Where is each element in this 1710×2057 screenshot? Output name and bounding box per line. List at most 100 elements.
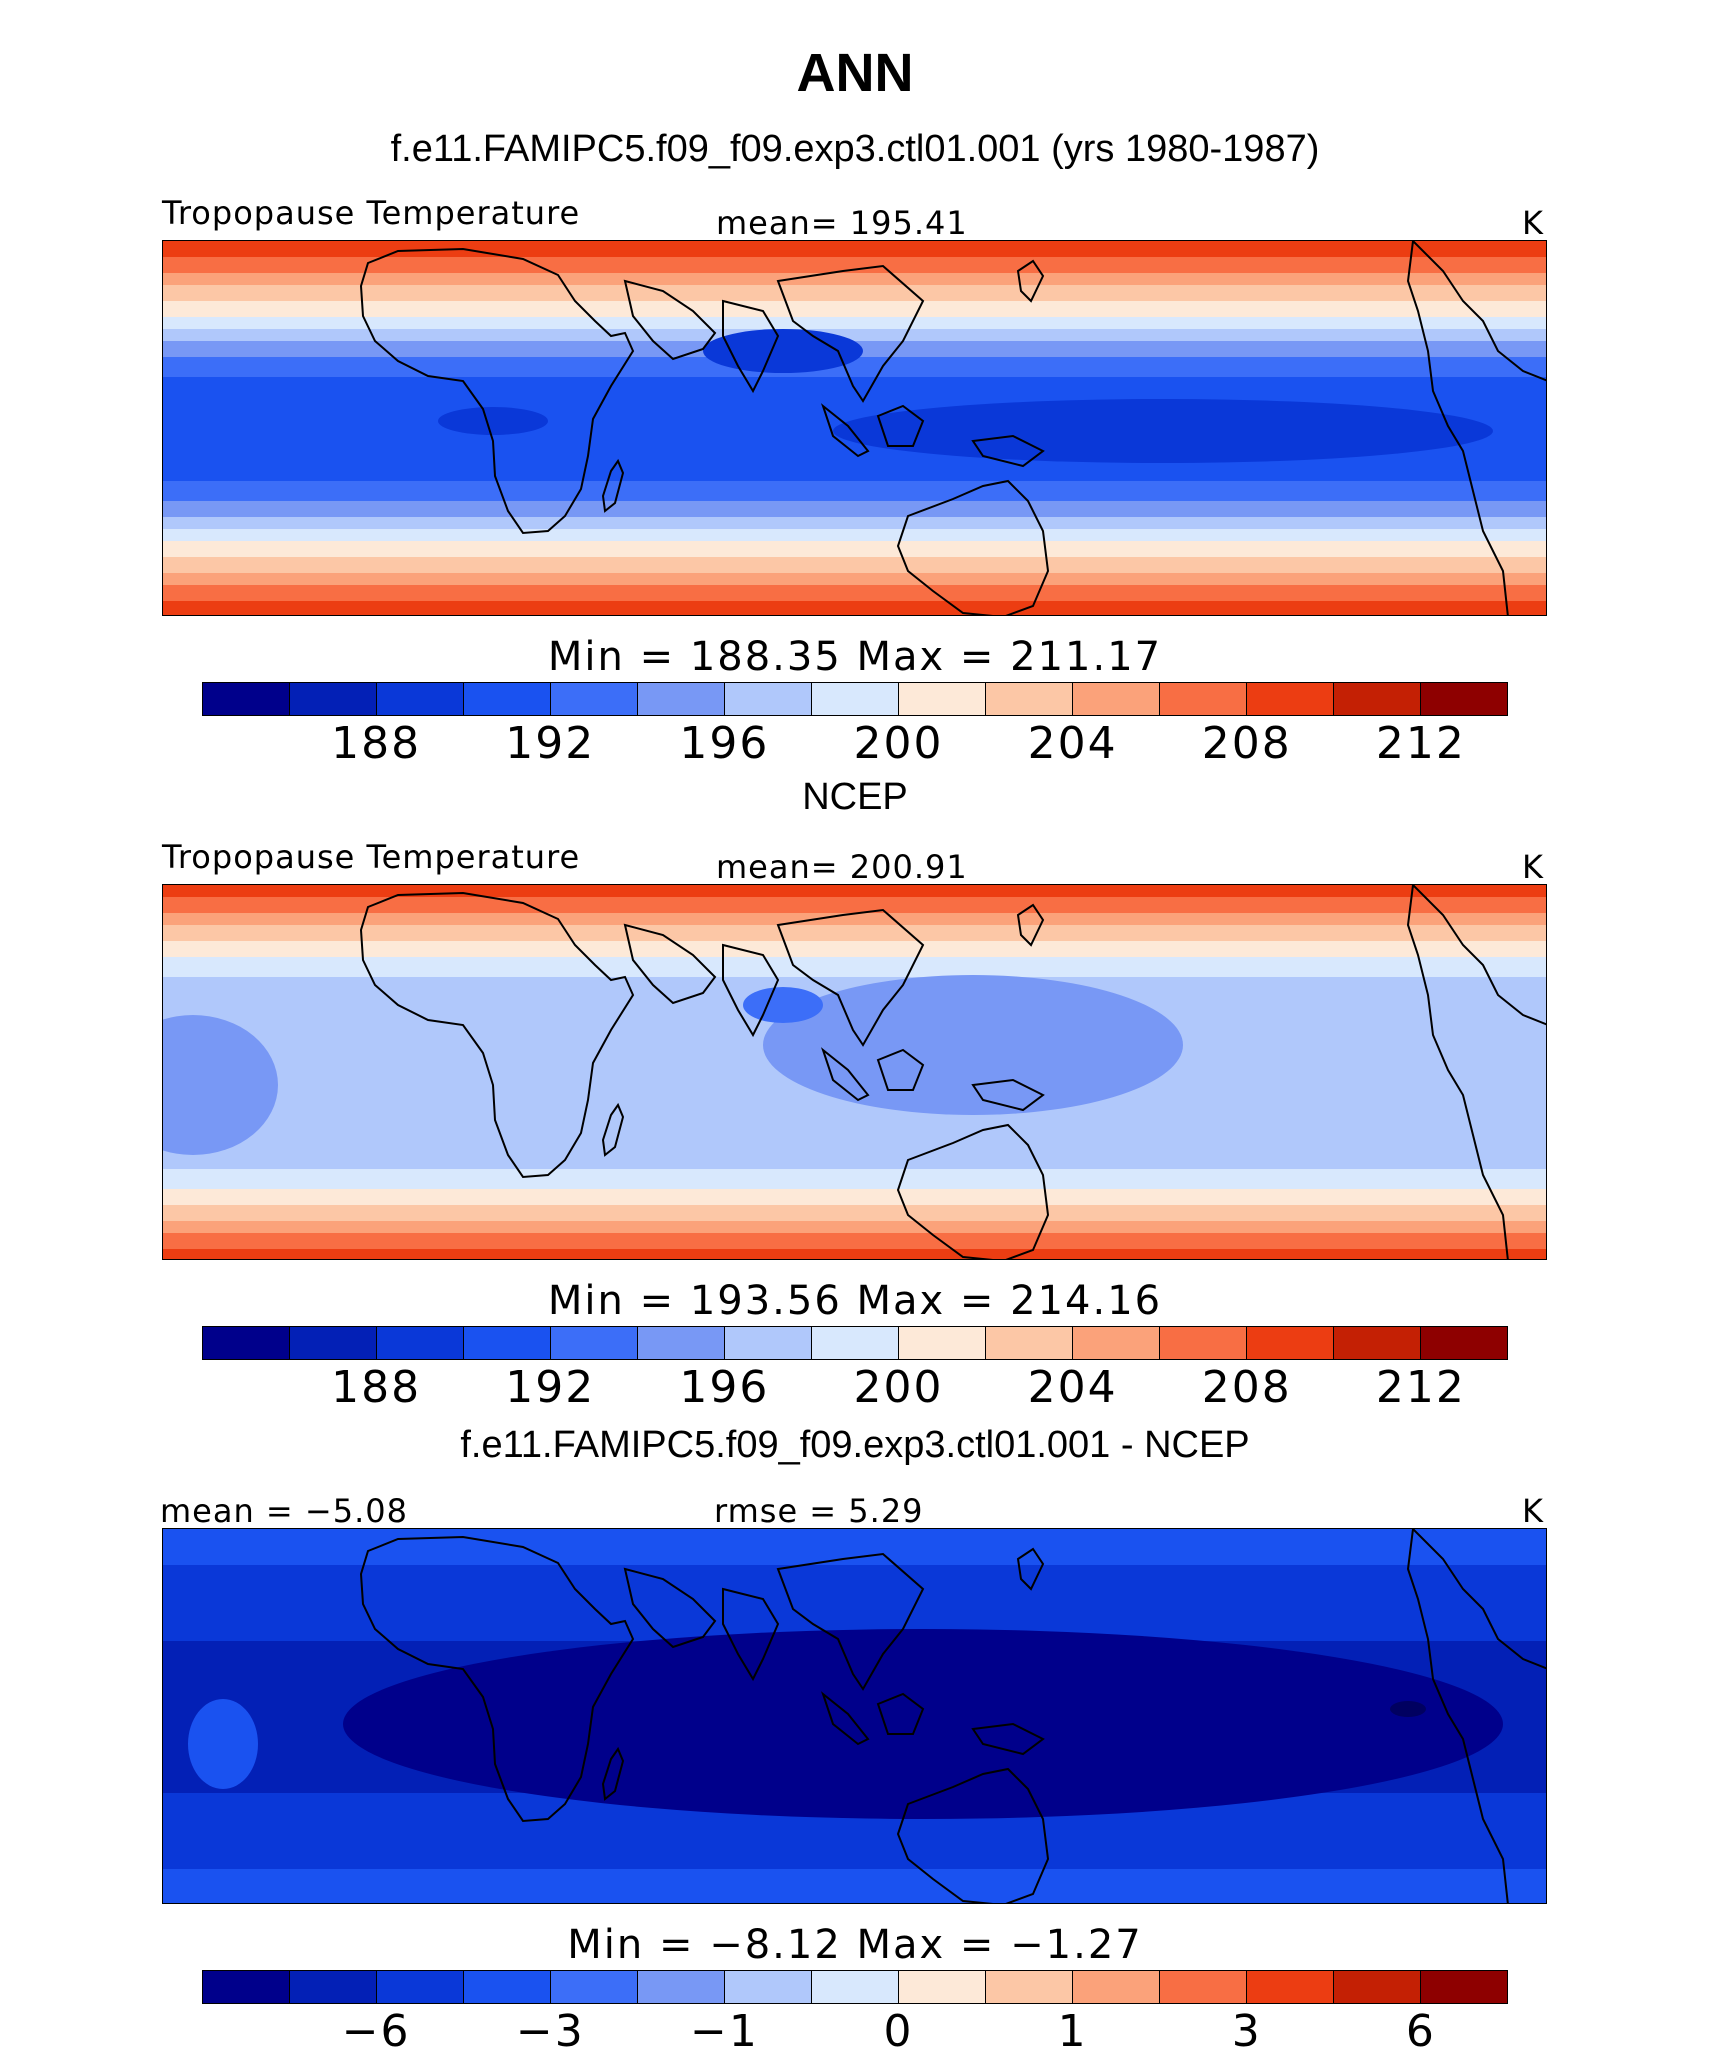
coastline [623, 923, 717, 1005]
contour-band [163, 921, 1546, 926]
contour-band [163, 1153, 1546, 1158]
contour-band [163, 381, 1546, 386]
contour-band [163, 1221, 1546, 1226]
contour-band [163, 913, 1546, 918]
panel1-mean-label: mean= 195.41 [716, 204, 968, 242]
colorbar-swatch [812, 1327, 899, 1359]
coastline [1406, 241, 1546, 615]
contour-band [163, 957, 1546, 962]
contour-band [163, 1237, 1546, 1242]
colorbar-swatch [986, 1327, 1073, 1359]
map-canvas [163, 885, 1546, 1259]
panel2-section-title: NCEP [802, 776, 908, 818]
colorbar-swatch [290, 1971, 377, 2003]
colorbar-swatch [1334, 683, 1421, 715]
contour-band [163, 481, 1546, 486]
coastline [359, 1535, 635, 1823]
contour-band [163, 1101, 1546, 1106]
panel2-units-label: K [1522, 848, 1544, 886]
coastline [722, 1587, 780, 1682]
contour-band [163, 545, 1546, 550]
panel3-colorbar [202, 1970, 1508, 2004]
panel3-min-max: Min = −8.12 Max = −1.27 [567, 1922, 1143, 1968]
colorbar-swatch [986, 683, 1073, 715]
colorbar-tick-label: 212 [1375, 1362, 1466, 1413]
colorbar-swatch [899, 1327, 986, 1359]
colorbar-swatch [551, 1971, 638, 2003]
contour-band [163, 1157, 1546, 1162]
colorbar-swatch [986, 1971, 1073, 2003]
panel3-units-label: K [1522, 1492, 1544, 1530]
contour-band [163, 1589, 1546, 1594]
contour-cold-core [438, 407, 548, 435]
colorbar-tick-label: 208 [1201, 1362, 1292, 1413]
contour-band [163, 1529, 1546, 1559]
coastline [1016, 1547, 1045, 1591]
contour-band [163, 1233, 1546, 1238]
contour-band [163, 1845, 1546, 1850]
panel1-map [162, 240, 1547, 616]
contour-band [163, 945, 1546, 950]
contour-band [163, 1557, 1546, 1562]
contour-band [163, 1621, 1546, 1626]
contour-band [163, 465, 1546, 470]
colorbar-swatch [725, 1971, 812, 2003]
contour-band [163, 1213, 1546, 1218]
contour-band [163, 577, 1546, 582]
contour-band [163, 1829, 1546, 1834]
coastline [776, 264, 925, 403]
contour-band [163, 321, 1546, 326]
contour-band [163, 953, 1546, 958]
contour-band [163, 485, 1546, 490]
contour-band [163, 1201, 1546, 1206]
coastline [971, 1078, 1045, 1112]
colorbar-swatch [464, 1327, 551, 1359]
colorbar-swatch [1334, 1327, 1421, 1359]
contour-band [163, 393, 1546, 398]
contour-band [163, 941, 1546, 946]
contour-band [163, 417, 1546, 422]
contour-band [163, 1209, 1546, 1214]
contour-band [163, 917, 1546, 922]
colorbar-swatch [377, 1971, 464, 2003]
contour-band [163, 1253, 1546, 1258]
contour-band [163, 961, 1546, 966]
coastline [722, 943, 780, 1038]
contour-band [163, 1245, 1546, 1250]
contour-band [163, 277, 1546, 282]
contour-band [163, 601, 1546, 606]
contour-band [163, 949, 1546, 954]
colorbar-tick-label: −6 [341, 2006, 411, 2057]
contour-band [163, 473, 1546, 478]
contour-band [163, 925, 1546, 930]
coastline [623, 279, 717, 361]
contour-band [163, 1189, 1546, 1194]
colorbar-tick-label: 200 [853, 1362, 944, 1413]
contour-band [163, 1113, 1546, 1118]
coastline [601, 1102, 625, 1157]
colorbar-swatch [899, 1971, 986, 2003]
colorbar-swatch [203, 1327, 290, 1359]
contour-band [163, 933, 1546, 938]
contour-band [163, 325, 1546, 330]
contour-band [163, 249, 1546, 254]
contour-band [163, 501, 1546, 506]
contour-band [163, 1833, 1546, 1838]
contour-band [163, 893, 1546, 898]
coastline [1016, 903, 1045, 947]
colorbar-tick-label: 204 [1027, 1362, 1118, 1413]
contour-band [163, 1177, 1546, 1182]
contour-band [163, 361, 1546, 366]
colorbar-swatch [1421, 1327, 1507, 1359]
panel2-min-max: Min = 193.56 Max = 214.16 [547, 1278, 1163, 1324]
contour-band [163, 937, 1546, 942]
colorbar-swatch [638, 1971, 725, 2003]
contour-band [163, 493, 1546, 498]
contour-band [163, 901, 1546, 906]
contour-band [163, 969, 1546, 974]
contour-band [163, 1169, 1546, 1174]
contour-band [163, 1581, 1546, 1586]
contour-band [163, 1837, 1546, 1842]
contour-band [163, 305, 1546, 310]
panel1-variable-label: Tropopause Temperature [162, 194, 581, 232]
